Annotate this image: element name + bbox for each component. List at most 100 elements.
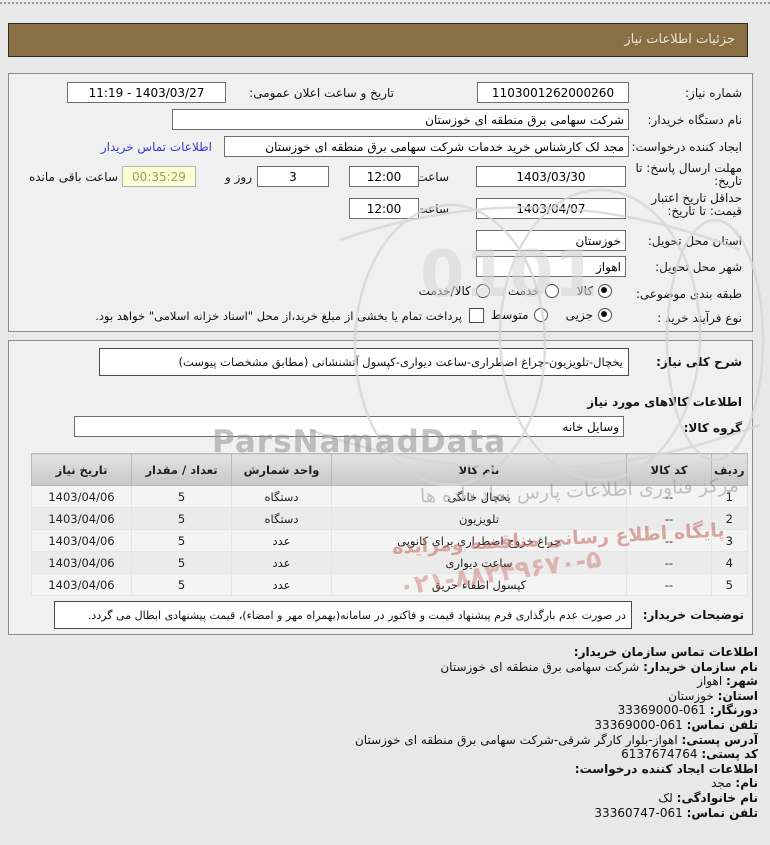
table-row: 4 -- ساعت دیواری عدد 5 1403/04/06 xyxy=(31,551,748,574)
table-cell: تلویزیون xyxy=(331,507,627,530)
table-cell: 3 xyxy=(711,529,748,552)
table-cell: یخچال خانگی xyxy=(331,485,627,508)
radio-label: کالا xyxy=(576,284,593,298)
table-row: 1 -- یخچال خانگی دستگاه 5 1403/04/06 xyxy=(31,485,748,508)
announce-datetime-label: تاریخ و ساعت اعلان عمومی: xyxy=(249,86,394,100)
days-remaining-field[interactable]: 3 xyxy=(257,166,329,187)
buyer-notes-label: توضیحات خریدار: xyxy=(642,608,744,622)
validity-time-field[interactable]: 12:00 xyxy=(349,198,419,219)
table-cell: 5 xyxy=(131,529,232,552)
col-item-name: نام کالا xyxy=(331,453,627,486)
radio-label: متوسط xyxy=(490,308,529,322)
request-creator-label: ایجاد کننده درخواست: xyxy=(631,140,742,154)
buyer-org-label: نام دستگاه خریدار: xyxy=(647,113,743,127)
delivery-city-field[interactable]: اهواز xyxy=(476,256,626,277)
announce-datetime-field[interactable]: 11:19 - 1403/03/27 xyxy=(67,82,226,103)
price-validity-label: حداقل تاریخ اعتبار قیمت: تا تاریخ: xyxy=(651,191,742,218)
general-info-panel: شماره نیاز: 1103001262000260 تاریخ و ساع… xyxy=(8,73,753,332)
top-dotted-divider xyxy=(0,2,770,4)
request-creator-field[interactable]: مجد لک کارشناس خرید خدمات شرکت سهامی برق… xyxy=(224,136,629,157)
response-deadline-label: مهلت ارسال پاسخ: تا تاریخ: xyxy=(635,161,742,188)
table-row: 2 -- تلویزیون دستگاه 5 1403/04/06 xyxy=(31,507,748,530)
table-cell: -- xyxy=(626,551,712,574)
need-description-field[interactable]: یخچال-تلویزیون-چراغ اضطراری-ساعت دیواری-… xyxy=(99,348,629,376)
table-cell: دستگاه xyxy=(231,507,332,530)
delivery-province-label: استان محل تحویل: xyxy=(647,234,742,248)
validity-hour-label: ساعت xyxy=(416,202,449,216)
buyer-contact-link[interactable]: اطلاعات تماس خریدار xyxy=(100,140,212,154)
countdown-timer: 00:35:29 xyxy=(122,166,196,187)
col-quantity: تعداد / مقدار xyxy=(131,453,232,486)
items-table: ردیف کد کالا نام کالا واحد شمارش تعداد /… xyxy=(31,453,748,596)
table-row: 3 -- چراغ خروج اضطراری برای کانوپی عدد 5 1403… xyxy=(31,529,748,552)
col-row-number: ردیف xyxy=(711,453,748,486)
radio-icon[interactable] xyxy=(544,284,559,298)
goods-group-label: گروه کالا: xyxy=(683,421,742,435)
contact-line: کد پستی: 6137674764 xyxy=(621,747,758,762)
radio-option-goods-service[interactable]: کالا/خدمت xyxy=(419,284,490,298)
table-cell: 1403/04/06 xyxy=(31,573,132,596)
contact-line: دورنگار: 33369000-061 xyxy=(617,703,758,718)
need-number-field[interactable]: 1103001262000260 xyxy=(477,82,629,103)
col-item-code: کد کالا xyxy=(626,453,712,486)
table-cell: -- xyxy=(626,485,712,508)
radio-icon[interactable] xyxy=(533,308,548,322)
deadline-time-field[interactable]: 12:00 xyxy=(349,166,419,187)
radio-option-goods[interactable]: کالا xyxy=(577,284,612,298)
table-cell: عدد xyxy=(231,573,332,596)
contact-line: شهر: اهواز xyxy=(697,674,758,689)
radio-option-service[interactable]: خدمت xyxy=(508,284,559,298)
table-cell: 1403/04/06 xyxy=(31,485,132,508)
table-cell: -- xyxy=(626,573,712,596)
delivery-city-label: شهر محل تحویل: xyxy=(655,260,742,274)
delivery-province-field[interactable]: خوزستان xyxy=(476,230,626,251)
need-description-label: شرح کلی نیاز: xyxy=(656,355,742,369)
treasury-option: پرداخت تمام یا بخشی از مبلغ خرید،از محل … xyxy=(95,308,484,323)
radio-icon[interactable] xyxy=(598,284,612,298)
hours-remaining-label: ساعت باقی مانده xyxy=(28,170,118,184)
deadline-date-field[interactable]: 1403/03/30 xyxy=(476,166,626,187)
contact-line: نام: مجد xyxy=(711,776,758,791)
table-cell: چراغ خروج اضطراری برای کانوپی xyxy=(331,529,627,552)
table-cell: 1403/04/06 xyxy=(31,551,132,574)
buyer-notes-field[interactable]: در صورت عدم بارگذاری فرم پیشنهاد قیمت و … xyxy=(54,601,632,629)
radio-option-medium[interactable]: متوسط xyxy=(491,308,548,322)
table-cell: -- xyxy=(626,507,712,530)
buyer-org-field[interactable]: شرکت سهامی برق منطقه ای خوزستان xyxy=(172,109,629,130)
table-cell: 5 xyxy=(131,485,232,508)
purchase-process-label: نوع فرآیند خرید : xyxy=(657,311,742,325)
radio-icon[interactable] xyxy=(475,284,490,298)
days-and-label: روز و xyxy=(225,170,252,184)
table-cell: 5 xyxy=(131,573,232,596)
table-cell: 1403/04/06 xyxy=(31,507,132,530)
contact-line: اطلاعات تماس سازمان خریدار: xyxy=(573,645,758,659)
contact-line: نام خانوادگی: لک xyxy=(658,790,758,805)
table-cell: ساعت دیواری xyxy=(331,551,627,574)
treasury-checkbox[interactable] xyxy=(469,308,484,323)
goods-group-field[interactable]: وسایل خانه xyxy=(74,416,624,437)
contact-line: اطلاعات ایجاد کننده درخواست: xyxy=(574,761,758,776)
col-unit: واحد شمارش xyxy=(231,453,332,486)
table-cell: 5 xyxy=(131,507,232,530)
page-title: جزئیات اطلاعات نیاز xyxy=(8,23,748,57)
table-cell: عدد xyxy=(231,551,332,574)
validity-date-field[interactable]: 1403/04/07 xyxy=(476,198,626,219)
table-cell: کپسول اطفاء حریق xyxy=(331,573,627,596)
contact-line: نام سازمان خریدار: شرکت سهامی برق منطقه … xyxy=(440,659,758,674)
items-section-heading: اطلاعات کالاهای مورد نیاز xyxy=(587,395,742,409)
radio-icon[interactable] xyxy=(598,308,612,322)
table-cell: -- xyxy=(626,529,712,552)
items-table-body: 1 -- یخچال خانگی دستگاه 5 1403/04/06 2 -- تلویزی… xyxy=(31,485,748,596)
deadline-hour-label: ساعت xyxy=(416,170,449,184)
table-cell: 2 xyxy=(711,507,748,530)
col-need-date: تاریخ نیاز xyxy=(31,453,132,486)
radio-label: کالا/خدمت xyxy=(418,284,471,298)
need-number-label: شماره نیاز: xyxy=(685,86,742,100)
subject-category-label: طبقه بندی موضوعی: xyxy=(635,287,742,301)
table-header-row: ردیف کد کالا نام کالا واحد شمارش تعداد /… xyxy=(31,453,748,486)
contact-block: اطلاعات تماس سازمان خریدار: نام سازمان خر… xyxy=(355,645,758,820)
subject-category-radio-group: کالا خدمت کالا/خدمت xyxy=(419,284,612,298)
table-cell: 5 xyxy=(131,551,232,574)
radio-option-minor[interactable]: جزیی xyxy=(566,308,612,322)
